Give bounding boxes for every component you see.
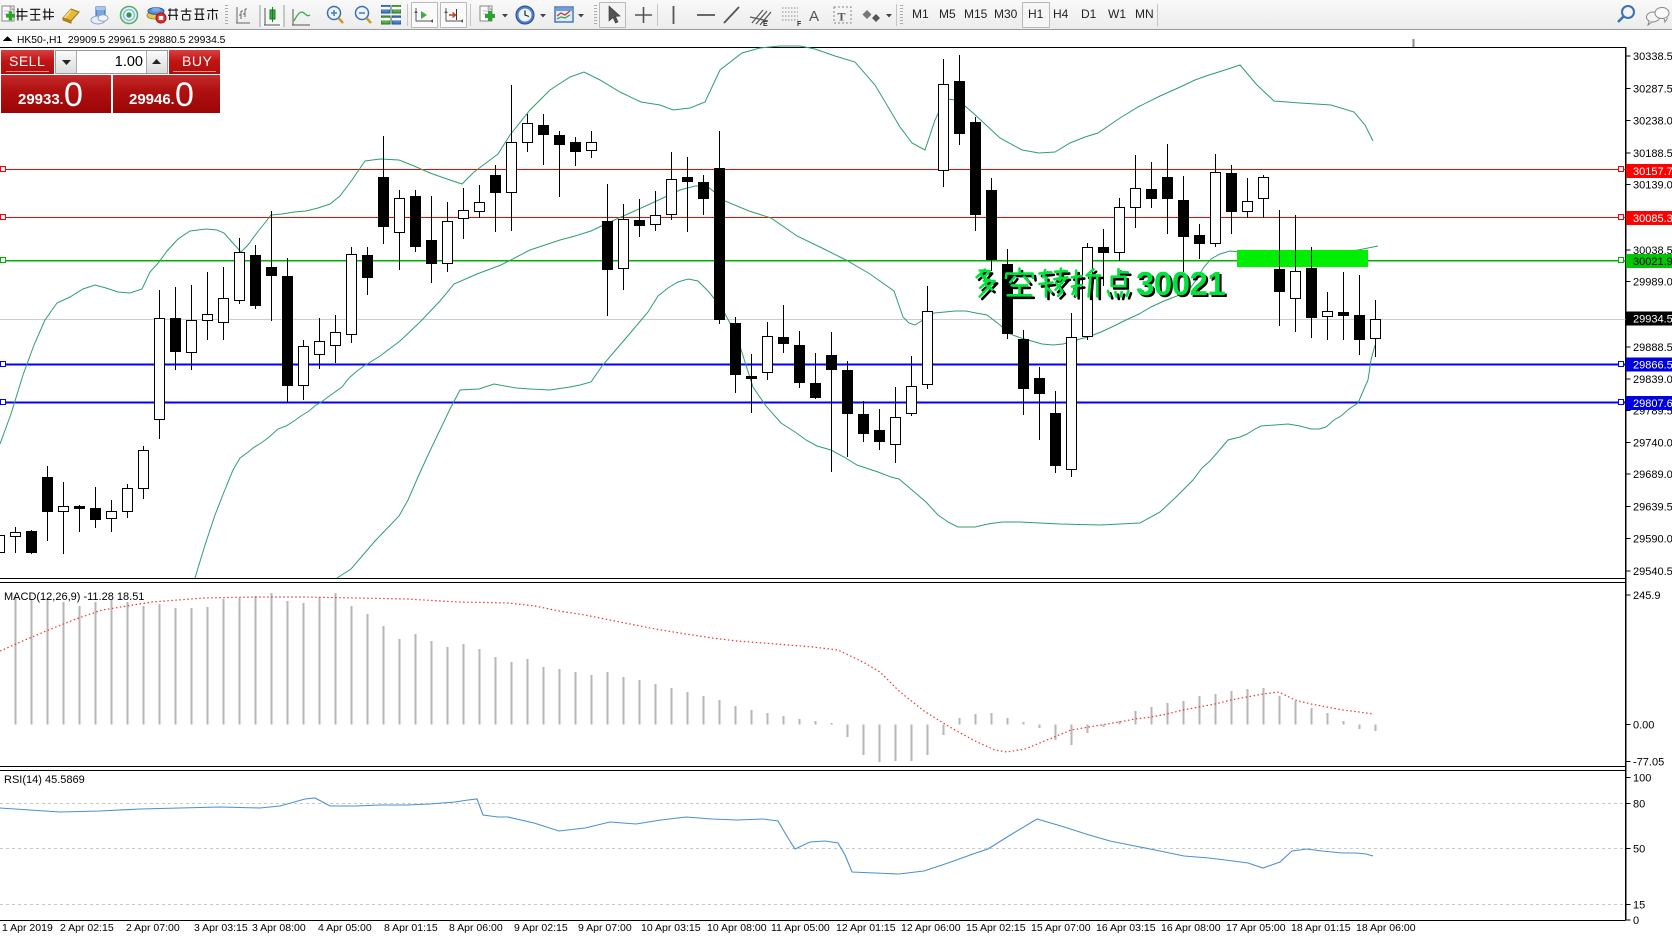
svg-text:E: E: [763, 21, 768, 28]
svg-text:29866.5: 29866.5: [1633, 360, 1672, 372]
svg-text:11 Apr 05:00: 11 Apr 05:00: [771, 922, 830, 934]
svg-text:A: A: [809, 8, 819, 25]
svg-text:16 Apr 03:15: 16 Apr 03:15: [1096, 922, 1156, 934]
svg-text:30287.5: 30287.5: [1633, 84, 1672, 96]
svg-text:30021: 30021: [1138, 267, 1227, 304]
svg-text:29934.5: 29934.5: [1633, 314, 1672, 326]
svg-text:T: T: [838, 10, 846, 24]
svg-text:16 Apr 08:00: 16 Apr 08:00: [1161, 922, 1221, 934]
svg-text:HK50-,H1 29909.5 29961.5 2988: HK50-,H1 29909.5 29961.5 29880.5 29934.5: [17, 35, 226, 46]
svg-text:4 Apr 05:00: 4 Apr 05:00: [318, 922, 372, 934]
svg-text:-77.05: -77.05: [1633, 757, 1664, 769]
svg-text:17 Apr 05:00: 17 Apr 05:00: [1226, 922, 1286, 934]
svg-text:1 Apr 2019: 1 Apr 2019: [2, 922, 53, 934]
svg-text:50: 50: [1633, 844, 1645, 856]
svg-text:29540.5: 29540.5: [1633, 566, 1672, 578]
svg-text:10 Apr 08:00: 10 Apr 08:00: [707, 922, 767, 934]
svg-text:29689.0: 29689.0: [1633, 469, 1672, 481]
svg-text:F: F: [797, 21, 802, 28]
svg-text:12 Apr 01:15: 12 Apr 01:15: [836, 922, 896, 934]
svg-text:8 Apr 01:15: 8 Apr 01:15: [384, 922, 438, 934]
svg-text:0: 0: [1633, 915, 1639, 927]
svg-text:2 Apr 07:00: 2 Apr 07:00: [126, 922, 180, 934]
svg-text:30021: 30021: [1136, 265, 1225, 302]
svg-text:30085.3: 30085.3: [1633, 213, 1672, 225]
svg-text:8 Apr 06:00: 8 Apr 06:00: [449, 922, 503, 934]
svg-text:80: 80: [1633, 799, 1645, 811]
svg-text:MACD(12,26,9) -11.28 18.51: MACD(12,26,9) -11.28 18.51: [4, 591, 144, 603]
svg-text:29989.0: 29989.0: [1633, 277, 1672, 289]
svg-text:2 Apr 02:15: 2 Apr 02:15: [60, 922, 114, 934]
svg-text:30238.0: 30238.0: [1633, 116, 1672, 128]
svg-text:29639.5: 29639.5: [1633, 502, 1672, 514]
svg-text:30157.7: 30157.7: [1633, 166, 1672, 178]
svg-text:15 Apr 02:15: 15 Apr 02:15: [966, 922, 1026, 934]
svg-text:15: 15: [1633, 900, 1645, 912]
svg-text:18 Apr 06:00: 18 Apr 06:00: [1356, 922, 1416, 934]
svg-text:30021.9: 30021.9: [1633, 256, 1672, 268]
svg-text:29807.6: 29807.6: [1633, 398, 1672, 410]
svg-text:9 Apr 07:00: 9 Apr 07:00: [578, 922, 632, 934]
svg-text:18 Apr 01:15: 18 Apr 01:15: [1291, 922, 1351, 934]
svg-text:9 Apr 02:15: 9 Apr 02:15: [514, 922, 568, 934]
svg-text:29839.0: 29839.0: [1633, 374, 1672, 386]
svg-text:29888.5: 29888.5: [1633, 342, 1672, 354]
svg-text:10 Apr 03:15: 10 Apr 03:15: [641, 922, 701, 934]
svg-text:0.00: 0.00: [1633, 720, 1654, 732]
svg-text:30139.0: 30139.0: [1633, 180, 1672, 192]
svg-text:100: 100: [1633, 773, 1651, 785]
svg-text:245.9: 245.9: [1633, 590, 1661, 602]
svg-text:12 Apr 06:00: 12 Apr 06:00: [901, 922, 961, 934]
svg-text:15 Apr 07:00: 15 Apr 07:00: [1031, 922, 1091, 934]
svg-text:3 Apr 03:15: 3 Apr 03:15: [194, 922, 248, 934]
svg-text:29740.0: 29740.0: [1633, 438, 1672, 450]
svg-text:30188.5: 30188.5: [1633, 148, 1672, 160]
svg-text:29590.0: 29590.0: [1633, 534, 1672, 546]
svg-text:RSI(14) 45.5869: RSI(14) 45.5869: [4, 774, 85, 786]
svg-text:30338.5: 30338.5: [1633, 51, 1672, 63]
svg-text:3 Apr 08:00: 3 Apr 08:00: [252, 922, 306, 934]
